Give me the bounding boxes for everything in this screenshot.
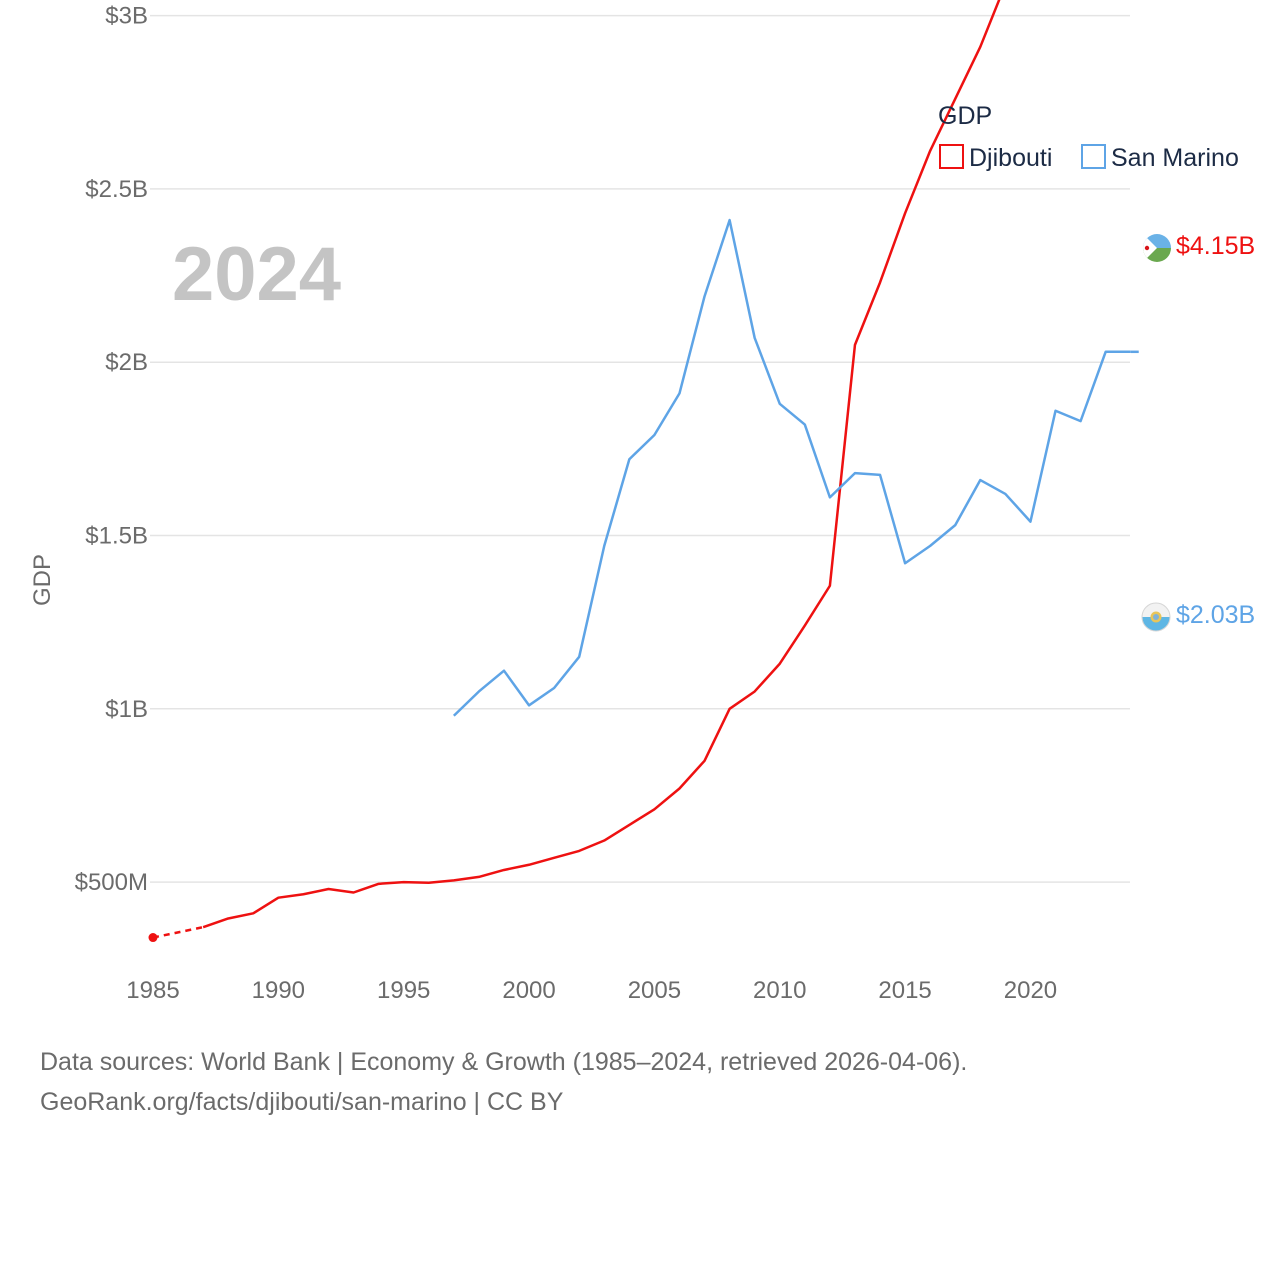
grid-layer bbox=[150, 14, 1130, 883]
series-line bbox=[202, 0, 1001, 929]
y-tick-label: $3B bbox=[105, 3, 148, 30]
x-tick-label: 1995 bbox=[377, 977, 430, 1004]
y-tick-label: $500M bbox=[75, 869, 148, 896]
series-san-marino bbox=[452, 218, 1139, 717]
x-tick-label: 2000 bbox=[502, 977, 555, 1004]
legend: GDP Djibouti San Marino bbox=[938, 102, 1239, 172]
series-line bbox=[452, 218, 1131, 717]
series-start-point bbox=[148, 933, 158, 943]
source-note: Data sources: World Bank | Economy & Gro… bbox=[40, 1042, 967, 1122]
legend-title: GDP bbox=[938, 102, 992, 130]
y-axis-ticks: $500M$1B$1.5B$2B$2.5B$3B$3.5B$4B bbox=[75, 3, 148, 896]
legend-label-san-marino: San Marino bbox=[1111, 144, 1239, 172]
source-line-2: GeoRank.org/facts/djibouti/san-marino | … bbox=[40, 1088, 564, 1116]
x-tick-label: 2015 bbox=[878, 977, 931, 1004]
series-djibouti bbox=[148, 0, 1001, 943]
end-label-djibouti: $4.15B bbox=[1176, 232, 1255, 260]
source-line-1: Data sources: World Bank | Economy & Gro… bbox=[40, 1048, 968, 1076]
x-axis-ticks: 1985 1990 1995 2000 2005 2010 2015 2020 bbox=[126, 977, 1057, 1004]
end-label-san-marino: $2.03B bbox=[1176, 601, 1255, 629]
y-axis-label: GDP bbox=[29, 554, 56, 606]
y-tick-label: $1.5B bbox=[85, 523, 148, 550]
x-tick-label: 2020 bbox=[1004, 977, 1057, 1004]
y-tick-label: $2B bbox=[105, 349, 148, 376]
x-tick-label: 1990 bbox=[252, 977, 305, 1004]
legend-item-djibouti[interactable]: Djibouti bbox=[939, 144, 1052, 172]
x-tick-label: 2010 bbox=[753, 977, 806, 1004]
djibouti-flag-icon bbox=[1143, 234, 1171, 262]
series-layer bbox=[148, 0, 1139, 943]
legend-label-djibouti: Djibouti bbox=[969, 144, 1052, 172]
legend-swatch-djibouti bbox=[939, 144, 964, 169]
x-tick-label: 2005 bbox=[628, 977, 681, 1004]
san-marino-flag-icon bbox=[1141, 602, 1171, 632]
year-label: 2024 bbox=[172, 232, 341, 317]
legend-item-san-marino[interactable]: San Marino bbox=[1081, 144, 1239, 172]
legend-swatch-san-marino bbox=[1081, 144, 1106, 169]
series-dashed-segment bbox=[152, 925, 204, 939]
y-tick-label: $2.5B bbox=[85, 176, 148, 203]
y-tick-label: $1B bbox=[105, 696, 148, 723]
x-tick-label: 1985 bbox=[126, 977, 179, 1004]
